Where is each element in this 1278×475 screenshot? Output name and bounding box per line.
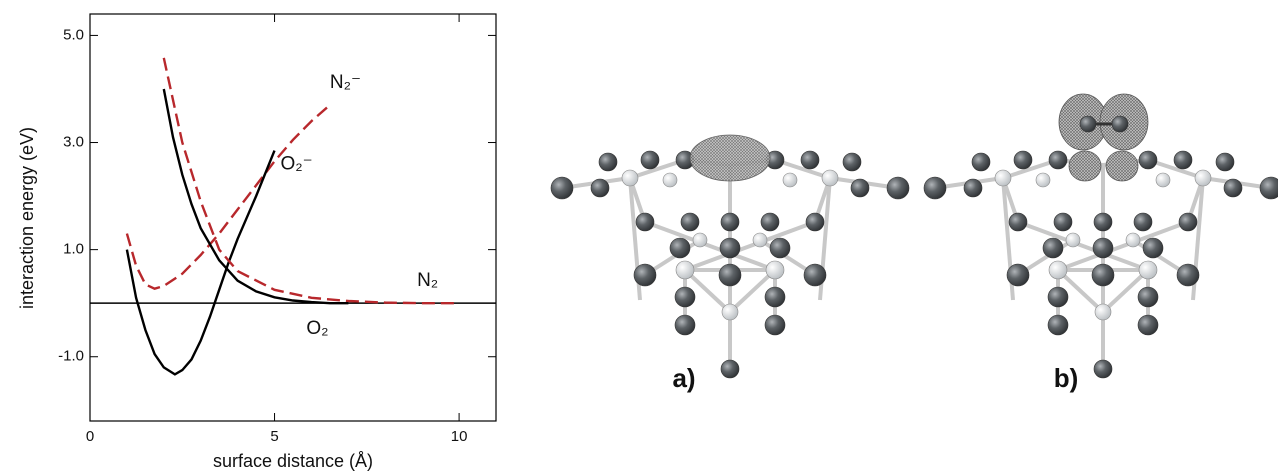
series-label: N₂ bbox=[417, 270, 438, 291]
series-label: O₂ bbox=[306, 318, 328, 339]
series-label: O₂⁻ bbox=[281, 154, 313, 175]
panel-label: b) bbox=[1054, 363, 1079, 393]
panel-label: a) bbox=[672, 363, 695, 393]
y-tick-label: 3.0 bbox=[63, 133, 84, 150]
atom bbox=[1079, 115, 1097, 133]
cluster-b bbox=[922, 93, 1278, 380]
y-tick-label: 5.0 bbox=[63, 26, 84, 43]
series-line bbox=[162, 88, 349, 305]
y-tick-label: 1.0 bbox=[63, 241, 84, 258]
atom bbox=[1111, 115, 1129, 133]
series-line bbox=[162, 57, 460, 305]
x-axis-label: surface distance (Å) bbox=[213, 451, 373, 471]
x-tick-label: 0 bbox=[86, 428, 94, 445]
series-line bbox=[125, 150, 276, 376]
x-tick-label: 5 bbox=[270, 428, 278, 445]
y-tick-label: -1.0 bbox=[58, 348, 84, 365]
plot-frame bbox=[89, 13, 497, 422]
x-tick-label: 10 bbox=[451, 428, 468, 445]
series-label: N₂⁻ bbox=[330, 72, 361, 93]
electron-density bbox=[1105, 150, 1139, 182]
cluster-a bbox=[549, 134, 911, 380]
electron-density bbox=[689, 134, 771, 182]
electron-density bbox=[1068, 150, 1102, 182]
y-axis-label: interaction energy (eV) bbox=[17, 127, 37, 309]
